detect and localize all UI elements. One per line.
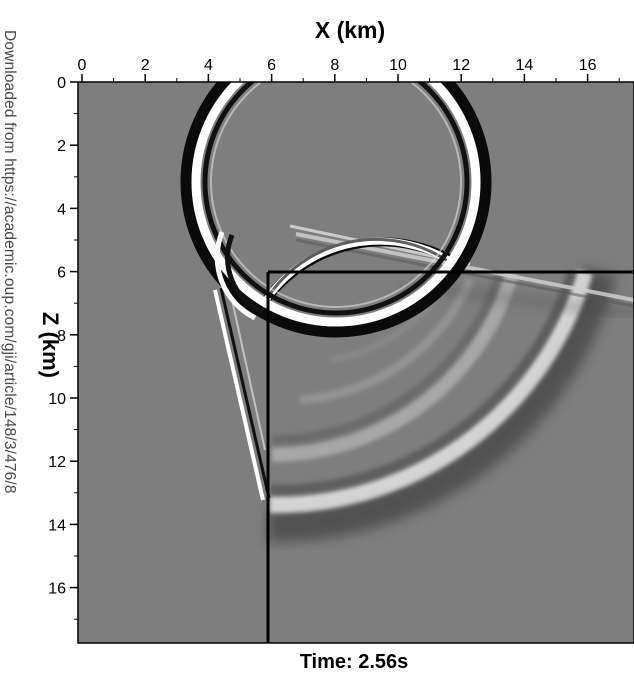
time-caption: Time: 2.56s <box>300 651 409 673</box>
download-watermark: Downloaded from https://academic.oup.com… <box>1 30 18 494</box>
x-tick-label: 10 <box>389 57 407 74</box>
plot-frame <box>77 81 634 644</box>
model-boundary <box>266 270 634 643</box>
wavefield-image <box>180 82 634 643</box>
y-tick-label: 8 <box>57 328 66 345</box>
x-tick-label: 12 <box>452 57 470 74</box>
x-axis: 0 2 4 6 8 10 12 14 16 <box>78 57 620 82</box>
y-tick-label: 4 <box>57 201 66 218</box>
x-tick-label: 8 <box>330 57 339 74</box>
y-tick-label: 12 <box>48 454 66 471</box>
interface-arcs <box>214 231 264 321</box>
y-tick-label: 6 <box>57 265 66 282</box>
x-tick-label: 14 <box>516 57 534 74</box>
y-axis-title: Z (km) <box>38 312 63 378</box>
y-tick-label: 14 <box>48 517 66 534</box>
x-tick-label: 0 <box>78 57 87 74</box>
x-tick-label: 4 <box>204 57 213 74</box>
y-axis: 0 2 4 6 8 10 12 14 16 <box>48 75 78 620</box>
x-tick-label: 16 <box>579 57 597 74</box>
y-tick-label: 10 <box>48 391 66 408</box>
direct-wavefront <box>180 82 492 338</box>
x-axis-title: X (km) <box>315 17 385 43</box>
x-tick-label: 6 <box>267 57 276 74</box>
y-tick-label: 2 <box>57 138 66 155</box>
y-tick-label: 16 <box>48 581 66 598</box>
x-tick-label: 2 <box>141 57 150 74</box>
reflected-wavefront <box>254 237 468 315</box>
y-tick-label: 0 <box>57 75 66 92</box>
lower-wavefronts <box>267 267 634 543</box>
